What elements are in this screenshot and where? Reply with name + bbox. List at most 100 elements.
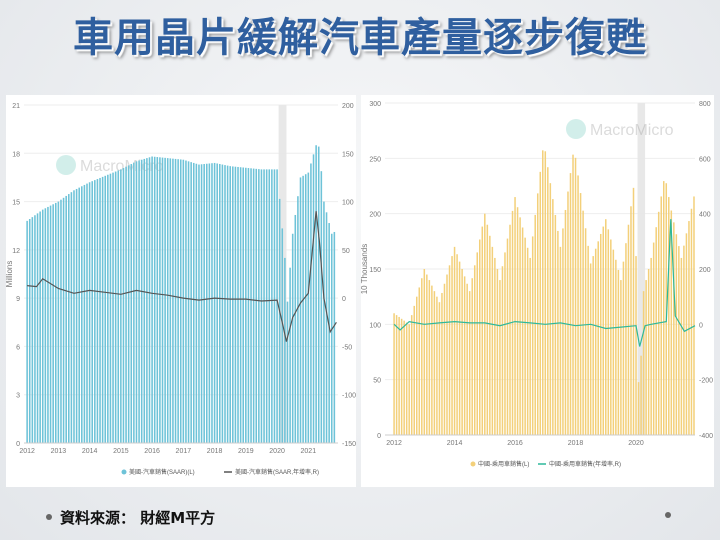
cn-right-tick-label: 400 bbox=[699, 212, 711, 219]
cn-bar bbox=[458, 261, 461, 435]
us-bar bbox=[273, 169, 276, 443]
cn-bar bbox=[479, 239, 481, 435]
cn-bar bbox=[544, 151, 547, 436]
cn-bar bbox=[630, 206, 632, 435]
cn-bar bbox=[501, 266, 504, 435]
us-bar bbox=[281, 228, 284, 443]
cn-bar bbox=[481, 226, 484, 435]
cn-bar bbox=[393, 313, 395, 435]
us-bar bbox=[312, 154, 315, 443]
cn-bar bbox=[436, 296, 438, 435]
cn-bar bbox=[574, 157, 577, 435]
us-bar bbox=[127, 165, 130, 443]
us-bar bbox=[57, 201, 60, 443]
cn-bar bbox=[526, 247, 529, 435]
us-bar bbox=[135, 161, 138, 443]
us-bar bbox=[323, 201, 325, 443]
us-bar bbox=[52, 204, 54, 443]
us-legend-line-label: 美國-汽車銷售(SAAR,年增率,R) bbox=[235, 468, 319, 476]
us-bar bbox=[140, 159, 143, 443]
cn-bar bbox=[426, 274, 428, 435]
us-bar bbox=[268, 169, 271, 443]
cn-x-tick-label: 2012 bbox=[386, 440, 402, 447]
cn-bar bbox=[673, 222, 675, 435]
us-bar bbox=[258, 169, 260, 443]
us-bar bbox=[224, 165, 226, 443]
us-bar bbox=[250, 168, 252, 444]
cn-bar bbox=[582, 210, 584, 435]
cn-bar bbox=[554, 215, 557, 435]
us-bar bbox=[133, 162, 135, 443]
us-bar bbox=[247, 168, 250, 443]
us-bar bbox=[120, 169, 122, 443]
us-bar bbox=[208, 163, 211, 443]
china-chart-svg: 0 50 100 150 200 250 300 -400 -200 0 200 400 600 800 1… bbox=[360, 101, 713, 468]
cn-bar bbox=[569, 173, 572, 435]
cn-bar bbox=[607, 229, 610, 435]
cn-bar bbox=[466, 283, 468, 435]
cn-bar bbox=[506, 238, 509, 435]
cn-bar bbox=[605, 219, 607, 435]
cn-bar bbox=[521, 227, 524, 435]
us-bar bbox=[177, 159, 179, 443]
us-x-tick-label: 2021 bbox=[301, 448, 317, 455]
us-bar bbox=[112, 172, 114, 443]
cn-bar bbox=[562, 228, 564, 435]
cn-bar bbox=[489, 235, 491, 435]
us-x-tick-label: 2014 bbox=[82, 448, 98, 455]
cn-watermark: MacroMicro bbox=[566, 119, 674, 139]
cn-x-tick-label: 2018 bbox=[568, 440, 584, 447]
us-bar bbox=[297, 196, 299, 443]
us-bar bbox=[78, 187, 80, 443]
us-bar bbox=[146, 158, 148, 443]
us-bar bbox=[159, 157, 161, 444]
us-bar bbox=[94, 180, 96, 443]
cn-bar bbox=[494, 257, 496, 435]
cn-watermark-logo-icon bbox=[566, 119, 586, 139]
cn-bar bbox=[678, 246, 680, 435]
us-bar bbox=[68, 194, 70, 443]
us-x-tick-label: 2019 bbox=[238, 448, 254, 455]
us-bar bbox=[232, 166, 234, 443]
us-bar bbox=[28, 219, 31, 443]
cn-x-tick-label: 2016 bbox=[507, 440, 523, 447]
cn-bar bbox=[675, 234, 678, 435]
cn-bar bbox=[652, 242, 655, 435]
cn-x-tick-label: 2020 bbox=[628, 440, 644, 447]
cn-bar bbox=[688, 221, 690, 435]
us-bar bbox=[125, 166, 127, 443]
cn-bar bbox=[438, 302, 441, 435]
cn-left-axis-title: 10 Thousands bbox=[361, 244, 369, 295]
cn-bar bbox=[622, 261, 625, 435]
us-bar bbox=[70, 192, 73, 443]
us-bar bbox=[330, 233, 333, 443]
cn-bar bbox=[587, 245, 589, 435]
us-x-tick-label: 2013 bbox=[51, 448, 67, 455]
cn-bar bbox=[431, 285, 433, 435]
us-bar bbox=[315, 145, 317, 443]
us-left-tick-label: 6 bbox=[16, 344, 20, 351]
us-bar bbox=[143, 158, 146, 443]
cn-bar bbox=[577, 175, 579, 435]
cn-bar bbox=[542, 150, 544, 435]
cn-bar bbox=[549, 183, 552, 435]
us-bar bbox=[185, 160, 187, 443]
us-bar bbox=[65, 195, 67, 443]
us-bar bbox=[211, 163, 213, 443]
us-bar bbox=[101, 176, 104, 443]
cn-yoy-line bbox=[393, 219, 696, 347]
us-yoy-line bbox=[27, 211, 337, 342]
cn-bar bbox=[410, 315, 413, 435]
cn-bar bbox=[441, 292, 443, 435]
cn-bar bbox=[579, 193, 582, 435]
us-bar bbox=[271, 169, 273, 443]
cn-bar bbox=[635, 256, 637, 435]
cn-bar bbox=[486, 224, 489, 435]
us-bar bbox=[299, 177, 302, 443]
cn-bar bbox=[625, 243, 627, 435]
cn-bar bbox=[655, 227, 657, 435]
us-bar bbox=[276, 169, 278, 443]
us-bar bbox=[156, 157, 159, 444]
cn-bar bbox=[683, 245, 685, 435]
cn-right-tick-label: 0 bbox=[699, 322, 703, 329]
